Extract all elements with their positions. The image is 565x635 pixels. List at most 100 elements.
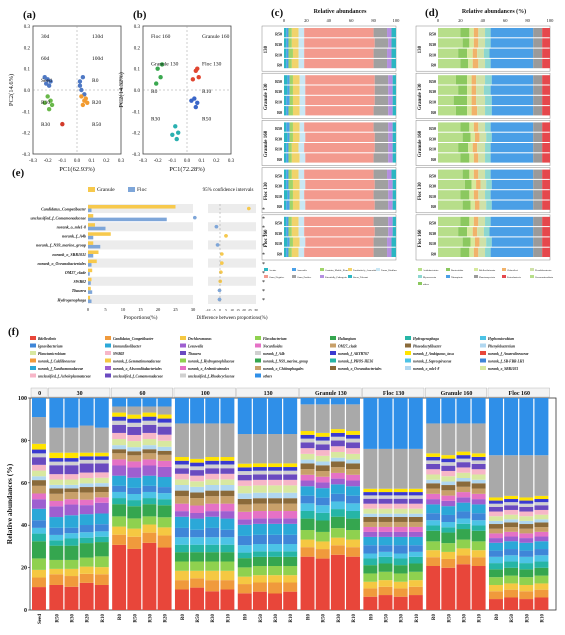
bar-segment: [542, 48, 550, 58]
bar-segment: [426, 453, 441, 457]
bar-segment: [460, 28, 470, 38]
bar-segment: [426, 499, 441, 505]
bar-segment: [315, 505, 330, 513]
bar-segment: [378, 498, 393, 504]
x-tick-label: 25: [248, 308, 252, 312]
category-label: Thauera: [72, 288, 86, 293]
y-tick-label: 0.1: [24, 68, 31, 73]
row-band: [88, 258, 193, 268]
bar-segment: [330, 493, 345, 502]
bar-segment: [346, 539, 360, 548]
bar-segment: [455, 75, 468, 85]
bar-segment: [408, 495, 423, 499]
bar-segment: [300, 431, 315, 435]
bar-segment: [426, 520, 441, 526]
bar-segment: [174, 527, 189, 538]
legend-swatch: [292, 268, 296, 271]
bar-segment: [488, 455, 503, 498]
significance-mark: *: [262, 253, 265, 259]
bar-label: R0: [277, 204, 282, 209]
x-tick-label: 0: [283, 18, 286, 23]
bar-segment-others: [534, 398, 549, 456]
bar-segment: [305, 237, 374, 247]
bar-segment: [363, 513, 378, 517]
bar-segment: [391, 38, 396, 48]
bar-segment: [373, 153, 389, 163]
legend-entry: Gram_Positive: [297, 276, 311, 279]
bar-segment: [288, 28, 292, 38]
bar-segment: [268, 582, 283, 594]
legend-swatch: [105, 336, 111, 340]
bar-segment: [363, 581, 378, 589]
bar-segment: [488, 506, 503, 512]
bar-segment: [299, 75, 306, 85]
bar-segment: [298, 227, 305, 237]
bar-segment: [205, 580, 220, 592]
bar-segment: [127, 441, 142, 448]
bar-segment: [455, 106, 468, 116]
bar-segment: [237, 593, 252, 610]
bar-segment: [426, 566, 441, 610]
x-tick-label: 20: [458, 18, 463, 23]
bar-label: R10: [289, 614, 294, 623]
bar-segment: [388, 122, 393, 132]
bar-segment: [284, 190, 288, 200]
legend-entry: Bdellovibrionota: [479, 269, 496, 272]
y-tick-label: -0.1: [132, 110, 140, 115]
bar-segment: [388, 216, 393, 227]
difference-point: [220, 252, 224, 256]
floc-bar: [88, 290, 93, 294]
bar-segment: [391, 58, 396, 69]
legend-entry: SWB02: [113, 352, 124, 356]
bar-label: R50: [133, 614, 138, 623]
bar-segment-others: [205, 398, 220, 424]
bar-segment: [268, 544, 283, 552]
bar-label: R50: [447, 614, 452, 623]
bar-segment: [491, 237, 534, 247]
bar-segment: [534, 455, 549, 496]
bar-segment: [291, 58, 299, 69]
x-tick-label: 80: [525, 18, 530, 23]
difference-point: [224, 234, 228, 238]
data-point: [193, 104, 198, 110]
bar-segment: [220, 479, 235, 486]
bar-segment: [453, 95, 468, 106]
bar-segment: [485, 216, 491, 227]
bar-segment: [491, 106, 534, 116]
bar-segment: [458, 143, 469, 153]
y-tick-label: 100: [18, 396, 27, 402]
bar-segment-others: [142, 398, 157, 407]
bar-segment: [64, 474, 79, 480]
bar-segment: [373, 190, 389, 200]
x-tick-label: 0.3: [228, 159, 235, 164]
group-label: Granule 130: [264, 83, 269, 110]
bar-segment: [32, 485, 46, 494]
bar-segment: [393, 545, 408, 554]
bar-segment: [426, 460, 441, 464]
bar-segment: [471, 483, 486, 489]
bar-label: R30: [148, 614, 153, 623]
bar-segment: [476, 85, 484, 95]
x-tick-label: 0.2: [103, 159, 110, 164]
bar-segment: [252, 534, 267, 545]
bar-segment: [542, 153, 550, 163]
bar-segment: [473, 38, 479, 48]
bar-segment: [441, 481, 456, 486]
bar-segment: [305, 179, 375, 190]
bar-label: R0: [431, 204, 436, 209]
floc-bar: [88, 244, 101, 249]
bar-segment: [190, 544, 205, 553]
bar-segment: [476, 95, 486, 106]
x-tick-label: 30: [191, 307, 196, 312]
bar-segment: [94, 463, 109, 473]
bar-segment: [408, 503, 423, 509]
bar-segment: [533, 132, 543, 142]
bar-segment: [456, 481, 471, 487]
bar-label: R10: [275, 147, 282, 152]
group-header: [110, 387, 173, 398]
bar-segment: [388, 38, 392, 48]
bar-segment: [467, 48, 473, 58]
bar-segment: [142, 465, 157, 476]
bar-segment: [476, 179, 481, 190]
bar-segment: [426, 525, 441, 531]
